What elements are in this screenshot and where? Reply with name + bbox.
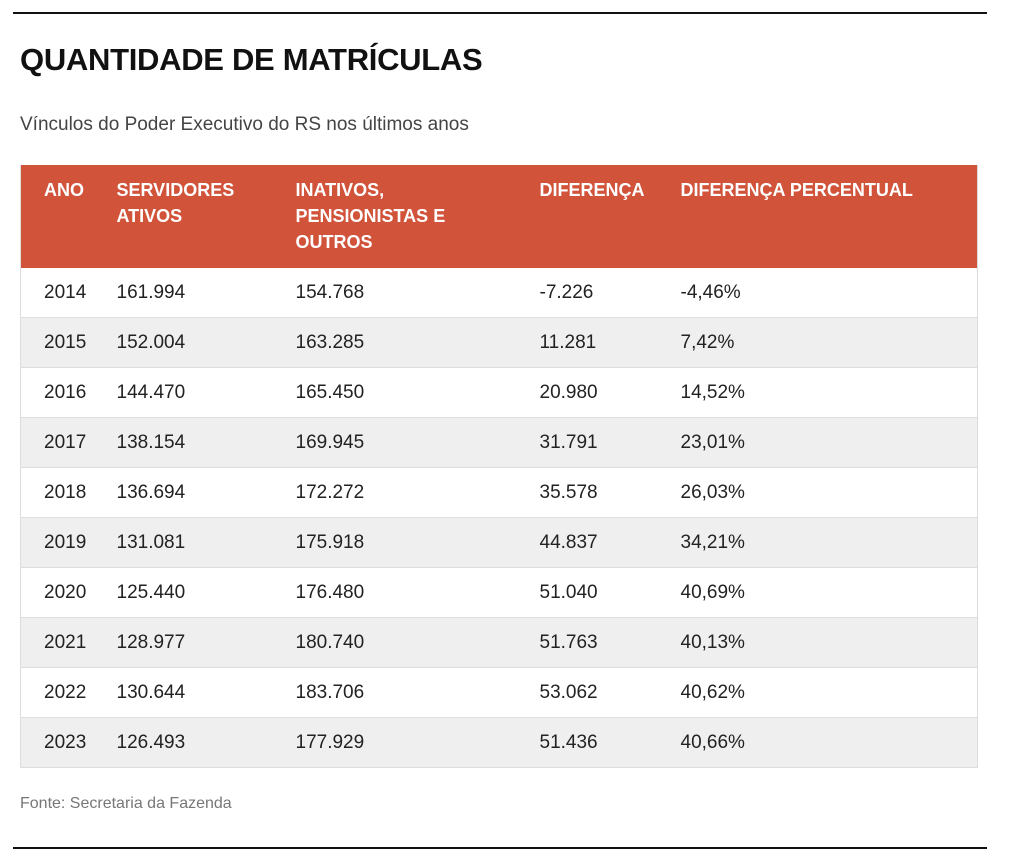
- table-row: 2016 144.470 165.450 20.980 14,52%: [20, 367, 978, 418]
- cell-col-ano: 2019: [20, 517, 117, 568]
- table-row: 2023 126.493 177.929 51.436 40,66%: [20, 717, 978, 768]
- cell-col-ano: 2022: [20, 667, 117, 718]
- column-header-col-diferenca-percentual: DIFERENÇA PERCENTUAL: [680, 165, 978, 268]
- bottom-rule: [13, 847, 987, 849]
- table-row: 2019 131.081 175.918 44.837 34,21%: [20, 517, 978, 568]
- cell-col-diferenca-percentual: 23,01%: [680, 417, 978, 468]
- cell-col-inativos: 165.450: [295, 367, 540, 418]
- cell-col-diferenca-percentual: 40,13%: [680, 617, 978, 668]
- cell-col-servidores-ativos: 126.493: [116, 717, 296, 768]
- cell-col-inativos: 180.740: [295, 617, 540, 668]
- cell-col-diferenca-percentual: 40,66%: [680, 717, 978, 768]
- cell-col-diferenca-percentual: 26,03%: [680, 467, 978, 518]
- cell-col-diferenca: 20.980: [539, 367, 681, 418]
- cell-col-inativos: 154.768: [295, 268, 540, 318]
- cell-col-diferenca-percentual: 14,52%: [680, 367, 978, 418]
- top-rule: [13, 12, 987, 14]
- cell-col-servidores-ativos: 131.081: [116, 517, 296, 568]
- table-row: 2018 136.694 172.272 35.578 26,03%: [20, 467, 978, 518]
- cell-col-servidores-ativos: 138.154: [116, 417, 296, 468]
- cell-col-diferenca: 51.040: [539, 567, 681, 618]
- cell-col-ano: 2015: [20, 317, 117, 368]
- cell-col-diferenca: 53.062: [539, 667, 681, 718]
- cell-col-inativos: 163.285: [295, 317, 540, 368]
- table-row: 2021 128.977 180.740 51.763 40,13%: [20, 617, 978, 668]
- table-header-row: ANO SERVIDORES ATIVOS INATIVOS, PENSIONIST…: [20, 165, 978, 268]
- cell-col-servidores-ativos: 144.470: [116, 367, 296, 418]
- cell-col-inativos: 172.272: [295, 467, 540, 518]
- cell-col-inativos: 169.945: [295, 417, 540, 468]
- cell-col-servidores-ativos: 125.440: [116, 567, 296, 618]
- cell-col-ano: 2020: [20, 567, 117, 618]
- cell-col-diferenca: 51.436: [539, 717, 681, 768]
- subtitle: Vínculos do Poder Executivo do RS nos úl…: [20, 114, 469, 135]
- column-header-col-inativos: INATIVOS, PENSIONISTAS E OUTROS: [295, 165, 540, 268]
- cell-col-diferenca-percentual: 7,42%: [680, 317, 978, 368]
- table-row: 2020 125.440 176.480 51.040 40,69%: [20, 567, 978, 618]
- cell-col-inativos: 183.706: [295, 667, 540, 718]
- cell-col-ano: 2023: [20, 717, 117, 768]
- column-header-col-servidores-ativos: SERVIDORES ATIVOS: [116, 165, 296, 268]
- cell-col-diferenca: 35.578: [539, 467, 681, 518]
- source-note: Fonte: Secretaria da Fazenda: [20, 795, 232, 812]
- cell-col-diferenca: 51.763: [539, 617, 681, 668]
- cell-col-ano: 2014: [20, 268, 117, 318]
- cell-col-ano: 2018: [20, 467, 117, 518]
- table-row: 2017 138.154 169.945 31.791 23,01%: [20, 417, 978, 468]
- column-header-col-diferenca: DIFERENÇA: [539, 165, 681, 268]
- page-title: QUANTIDADE DE MATRÍCULAS: [20, 42, 483, 77]
- cell-col-diferenca: 11.281: [539, 317, 681, 368]
- cell-col-servidores-ativos: 128.977: [116, 617, 296, 668]
- data-table: ANO SERVIDORES ATIVOS INATIVOS, PENSIONIST…: [20, 165, 978, 768]
- cell-col-diferenca: -7.226: [539, 268, 681, 318]
- cell-col-diferenca-percentual: -4,46%: [680, 268, 978, 318]
- cell-col-ano: 2017: [20, 417, 117, 468]
- cell-col-ano: 2021: [20, 617, 117, 668]
- cell-col-inativos: 176.480: [295, 567, 540, 618]
- cell-col-ano: 2016: [20, 367, 117, 418]
- cell-col-inativos: 175.918: [295, 517, 540, 568]
- cell-col-servidores-ativos: 130.644: [116, 667, 296, 718]
- cell-col-diferenca-percentual: 40,69%: [680, 567, 978, 618]
- cell-col-servidores-ativos: 161.994: [116, 268, 296, 318]
- table-row: 2022 130.644 183.706 53.062 40,62%: [20, 667, 978, 718]
- cell-col-diferenca-percentual: 40,62%: [680, 667, 978, 718]
- cell-col-inativos: 177.929: [295, 717, 540, 768]
- table-row: 2015 152.004 163.285 11.281 7,42%: [20, 317, 978, 368]
- table-row: 2014 161.994 154.768 -7.226 -4,46%: [20, 268, 978, 318]
- cell-col-servidores-ativos: 136.694: [116, 467, 296, 518]
- cell-col-servidores-ativos: 152.004: [116, 317, 296, 368]
- cell-col-diferenca: 44.837: [539, 517, 681, 568]
- column-header-col-ano: ANO: [20, 165, 117, 268]
- cell-col-diferenca: 31.791: [539, 417, 681, 468]
- cell-col-diferenca-percentual: 34,21%: [680, 517, 978, 568]
